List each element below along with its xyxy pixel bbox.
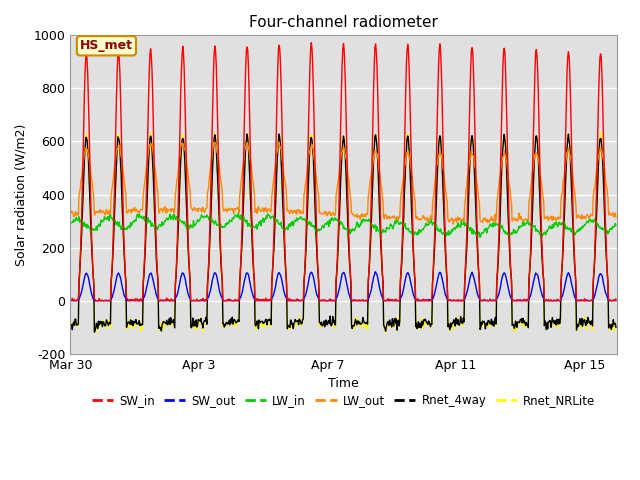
Line: LW_in: LW_in <box>70 214 616 237</box>
Rnet_NRLite <box>396 320 404 326</box>
Rnet_4way <box>397 279 404 285</box>
Line: Rnet_4way: Rnet_4way <box>70 134 616 332</box>
LW_out <box>485 218 493 224</box>
Rnet_NRLite <box>382 330 390 336</box>
SW_out <box>396 298 404 303</box>
LW_out <box>129 208 136 214</box>
SW_in <box>397 278 404 284</box>
Rnet_4way <box>612 324 620 330</box>
Rnet_4way <box>350 323 358 328</box>
LW_out <box>67 211 74 217</box>
LW_in <box>476 234 484 240</box>
SW_in <box>141 253 148 259</box>
Rnet_4way <box>243 131 251 137</box>
SW_out <box>372 269 380 275</box>
Text: HS_met: HS_met <box>80 39 133 52</box>
Rnet_4way <box>485 318 493 324</box>
Title: Four-channel radiometer: Four-channel radiometer <box>249 15 438 30</box>
LW_out <box>177 144 184 150</box>
SW_in <box>70 298 77 303</box>
SW_in <box>485 298 493 303</box>
SW_out <box>129 297 136 303</box>
Line: LW_out: LW_out <box>70 142 616 224</box>
Rnet_4way <box>129 323 137 328</box>
SW_out <box>484 298 492 303</box>
LW_in <box>485 225 493 230</box>
SW_in <box>307 40 315 46</box>
Rnet_4way <box>141 259 148 264</box>
SW_in <box>67 296 74 302</box>
Rnet_NRLite <box>140 266 148 272</box>
SW_out <box>612 298 620 303</box>
LW_in <box>612 222 620 228</box>
Rnet_NRLite <box>177 161 184 167</box>
LW_in <box>177 217 184 223</box>
LW_in <box>396 221 404 227</box>
Rnet_4way <box>67 321 74 326</box>
Y-axis label: Solar radiation (W/m2): Solar radiation (W/m2) <box>15 123 28 266</box>
LW_out <box>349 212 357 218</box>
Rnet_NRLite <box>349 322 356 327</box>
SW_out <box>67 298 74 303</box>
Rnet_NRLite <box>484 322 492 328</box>
Line: Rnet_NRLite: Rnet_NRLite <box>70 132 616 333</box>
Rnet_4way <box>90 329 98 335</box>
LW_in <box>140 214 148 219</box>
SW_in <box>612 296 620 302</box>
Line: SW_in: SW_in <box>70 43 616 300</box>
SW_in <box>177 67 185 72</box>
Rnet_NRLite <box>596 130 604 135</box>
Rnet_NRLite <box>129 321 136 326</box>
LW_out <box>275 139 282 145</box>
SW_in <box>129 298 137 303</box>
SW_out <box>140 295 148 300</box>
SW_out <box>349 298 356 303</box>
LW_out <box>612 214 620 220</box>
Rnet_NRLite <box>612 328 620 334</box>
LW_out <box>449 221 457 227</box>
X-axis label: Time: Time <box>328 377 359 390</box>
LW_out <box>140 186 148 192</box>
LW_in <box>349 227 357 232</box>
LW_in <box>234 211 242 216</box>
SW_in <box>350 298 358 303</box>
Line: SW_out: SW_out <box>70 272 616 300</box>
Legend: SW_in, SW_out, LW_in, LW_out, Rnet_4way, Rnet_NRLite: SW_in, SW_out, LW_in, LW_out, Rnet_4way,… <box>87 389 600 411</box>
Rnet_4way <box>177 146 185 152</box>
Rnet_NRLite <box>67 320 74 325</box>
LW_out <box>396 215 404 220</box>
LW_in <box>129 220 136 226</box>
SW_out <box>177 275 184 281</box>
LW_in <box>67 220 74 226</box>
